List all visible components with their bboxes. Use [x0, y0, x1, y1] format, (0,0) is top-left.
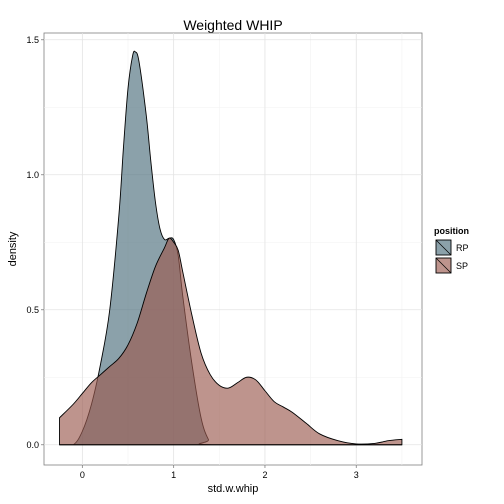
y-axis-title: density [7, 231, 19, 266]
x-axis-title: std.w.whip [208, 483, 259, 495]
y-tick-label: 0.0 [26, 440, 39, 450]
legend-title: position [434, 226, 469, 236]
density-area-sp [59, 237, 403, 446]
legend: position RP SP [434, 226, 469, 274]
x-tick-label: 1 [171, 470, 176, 480]
x-axis: 0 1 2 3 [80, 465, 359, 480]
y-tick-label: 1.0 [26, 170, 39, 180]
legend-swatch-slash [435, 257, 452, 274]
chart-title: Weighted WHIP [183, 17, 282, 33]
y-axis: 0.0 0.5 1.0 1.5 [26, 35, 44, 450]
y-tick-label: 0.5 [26, 305, 39, 315]
legend-label-rp: RP [456, 243, 469, 253]
x-tick-label: 3 [354, 470, 359, 480]
density-areas [59, 50, 403, 446]
legend-label-sp: SP [456, 261, 468, 271]
x-tick-label: 0 [80, 470, 85, 480]
x-tick-label: 2 [262, 470, 267, 480]
y-tick-label: 1.5 [26, 35, 39, 45]
legend-swatch-slash [435, 239, 452, 256]
